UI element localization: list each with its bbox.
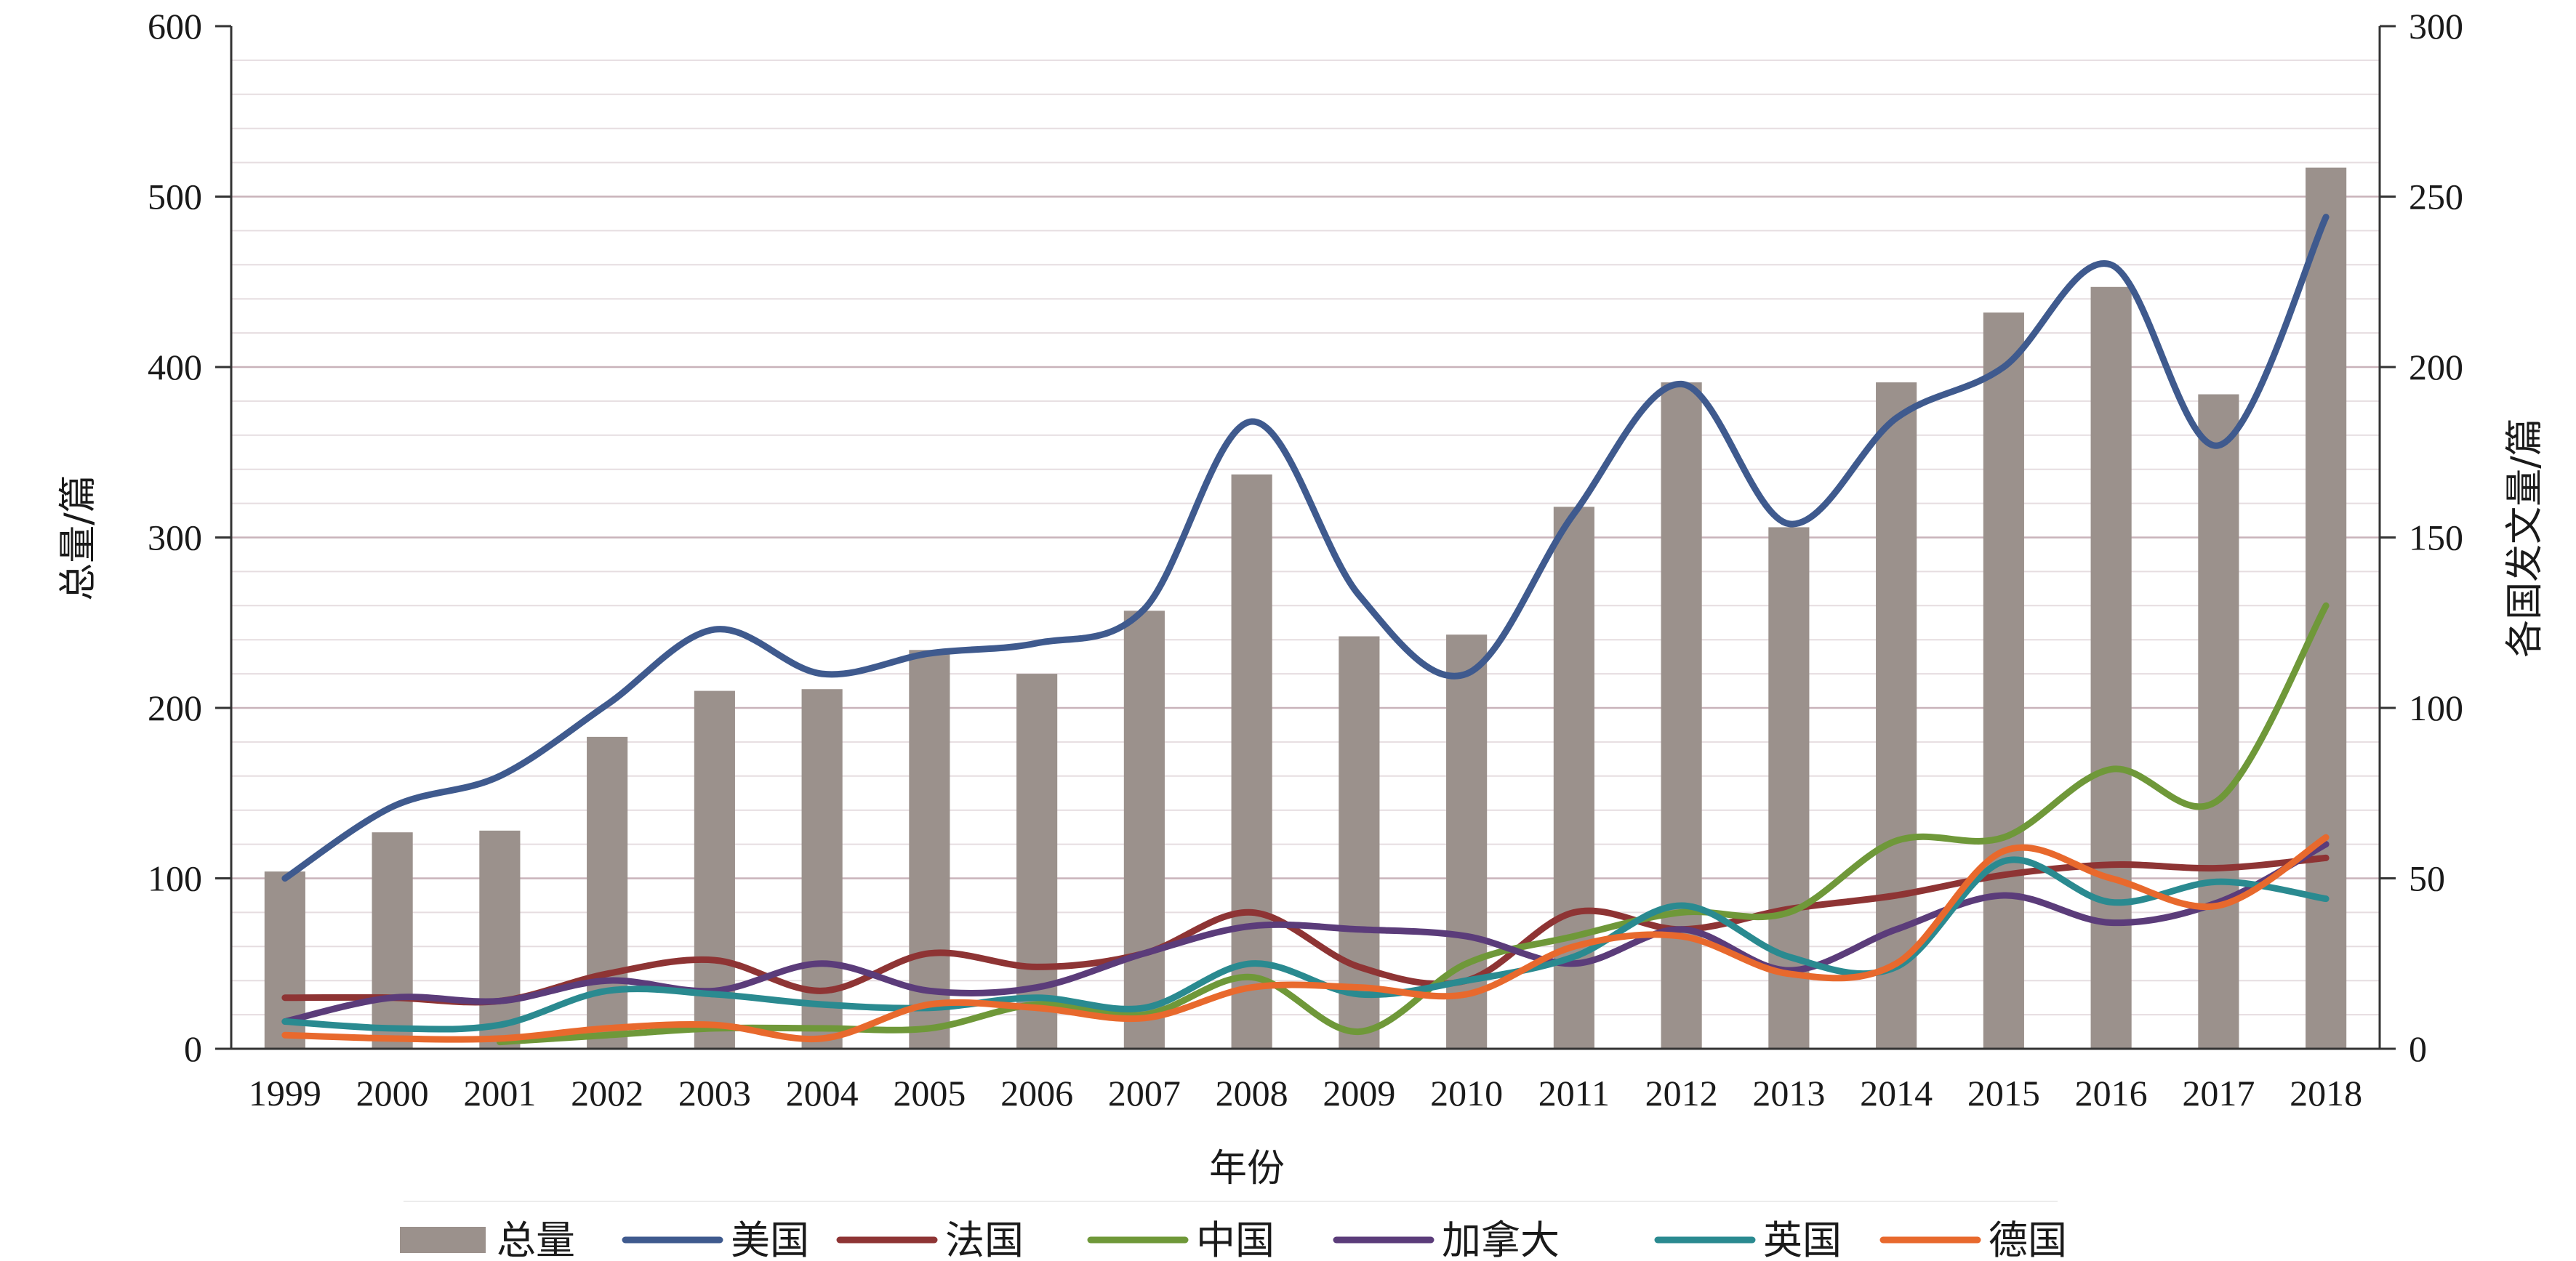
x-tick-label: 2006 xyxy=(1000,1073,1073,1113)
line-series xyxy=(281,214,2330,1046)
x-tick-label: 2002 xyxy=(571,1073,643,1113)
left-tick-label: 400 xyxy=(148,347,202,387)
right-tick-label: 250 xyxy=(2409,177,2463,217)
legend-label: 英国 xyxy=(1763,1217,1842,1261)
legend-label: 德国 xyxy=(1989,1217,2067,1261)
right-axis-ticks: 0 50 100 150 200 250 300 xyxy=(2380,6,2463,1069)
line-5 xyxy=(281,834,2330,1043)
x-tick-label: 2001 xyxy=(463,1073,536,1113)
bar-2011 xyxy=(1553,507,1594,1049)
x-tick-label: 2017 xyxy=(2182,1073,2255,1113)
bar-2002 xyxy=(587,736,628,1049)
left-tick-label: 100 xyxy=(148,858,202,899)
bar-2012 xyxy=(1661,382,1702,1049)
right-tick-label: 0 xyxy=(2409,1028,2427,1069)
left-tick-label: 300 xyxy=(148,517,202,558)
bar-2010 xyxy=(1446,634,1488,1049)
bar-2007 xyxy=(1123,611,1165,1049)
x-tick-label: 1999 xyxy=(249,1073,321,1113)
left-tick-label: 600 xyxy=(148,6,202,47)
right-axis-title: 各国发文量/篇 xyxy=(2503,418,2547,658)
line-1 xyxy=(281,854,2330,1006)
x-tick-label: 2003 xyxy=(678,1073,751,1113)
x-tick-label: 2011 xyxy=(1538,1073,1610,1113)
legend: 总量 美国 法国 中国 加拿大 英国 德国 xyxy=(400,1201,2067,1261)
left-axis-title: 总量/篇 xyxy=(57,475,100,601)
bar-2009 xyxy=(1339,636,1380,1049)
legend-label: 加拿大 xyxy=(1442,1217,1560,1261)
legend-label: 中国 xyxy=(1196,1217,1275,1261)
x-tick-label: 2010 xyxy=(1430,1073,1503,1113)
left-tick-label: 200 xyxy=(148,688,202,728)
x-tick-label: 2015 xyxy=(1967,1073,2040,1113)
left-tick-label: 500 xyxy=(148,177,202,217)
bar-series xyxy=(264,167,2347,1050)
right-tick-label: 300 xyxy=(2409,6,2463,47)
bar-2016 xyxy=(2090,286,2132,1049)
right-tick-label: 50 xyxy=(2409,858,2445,899)
x-tick-label: 2012 xyxy=(1645,1073,1718,1113)
line-3 xyxy=(281,841,2330,1025)
right-tick-label: 150 xyxy=(2409,517,2463,558)
bar-2005 xyxy=(909,650,950,1049)
x-tick-label: 2005 xyxy=(893,1073,966,1113)
bar-2001 xyxy=(479,830,521,1049)
legend-label: 法国 xyxy=(945,1217,1024,1261)
legend-label: 美国 xyxy=(731,1217,809,1261)
x-tick-label: 2013 xyxy=(1752,1073,1825,1113)
bar-2004 xyxy=(801,689,843,1049)
x-tick-label: 2018 xyxy=(2290,1073,2362,1113)
bar-2015 xyxy=(1983,312,2024,1050)
x-tick-label: 2009 xyxy=(1323,1073,1395,1113)
bar-2017 xyxy=(2198,394,2239,1049)
x-tick-label: 2000 xyxy=(356,1073,429,1113)
line-0 xyxy=(281,214,2330,882)
x-tick-label: 2016 xyxy=(2075,1073,2148,1113)
line-2 xyxy=(496,602,2330,1046)
x-axis-title: 年份 xyxy=(1209,1147,1285,1191)
right-tick-label: 100 xyxy=(2409,688,2463,728)
x-tick-label: 2007 xyxy=(1108,1073,1181,1113)
legend-swatch-bar xyxy=(400,1227,486,1253)
x-tick-label: 2014 xyxy=(1860,1073,1933,1113)
bar-2000 xyxy=(372,832,413,1049)
x-tick-label: 2004 xyxy=(786,1073,859,1113)
left-axis-ticks: 0 100 200 300 400 500 600 xyxy=(148,6,231,1069)
right-tick-label: 200 xyxy=(2409,347,2463,387)
left-tick-label: 0 xyxy=(184,1028,202,1069)
legend-label: 总量 xyxy=(497,1217,575,1261)
x-tick-label: 2008 xyxy=(1216,1073,1288,1113)
bar-2008 xyxy=(1231,474,1272,1049)
x-axis-ticks: 1999 2000 2001 2002 2003 2004 2005 2006 2007 2008… xyxy=(249,1073,2362,1113)
